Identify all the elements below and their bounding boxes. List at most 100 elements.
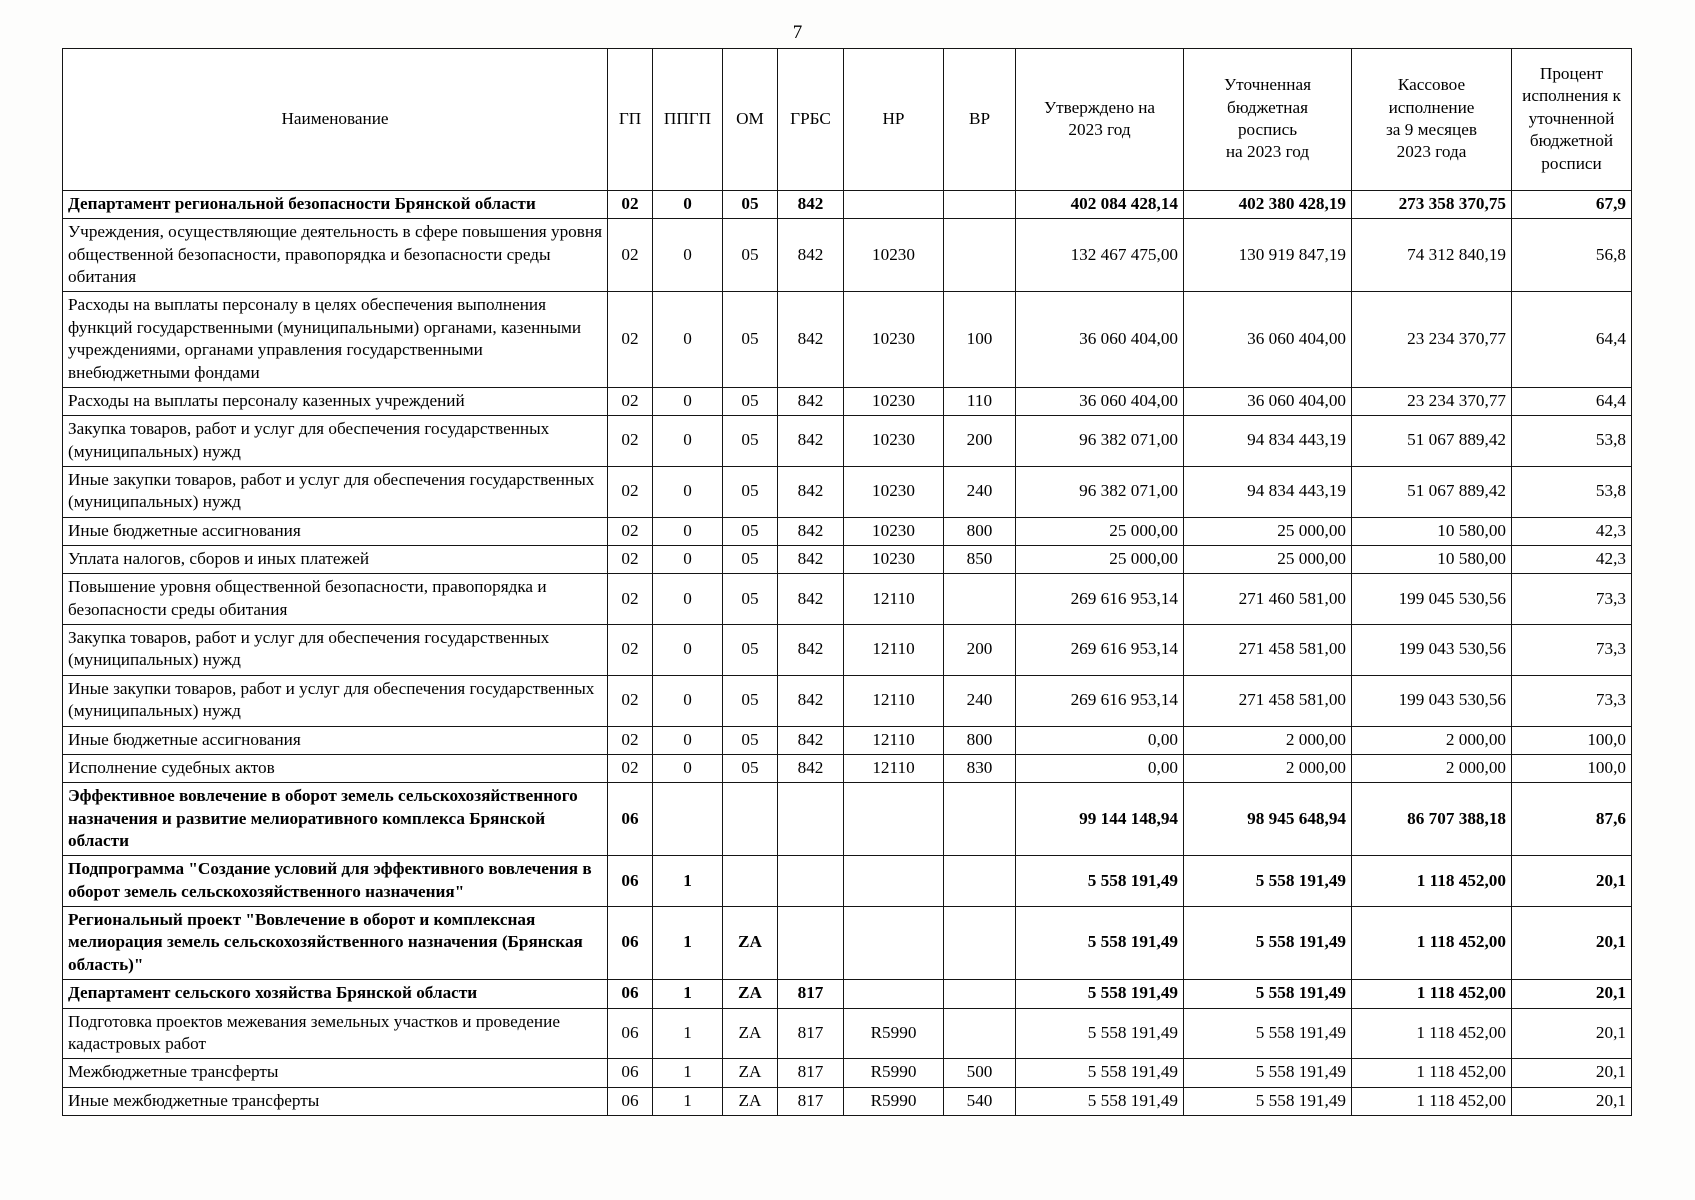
cell-ppgp: 0 [652, 624, 723, 676]
table-row: Эффективное вовлечение в оборот земель с… [62, 782, 1632, 857]
cell-approved: 402 084 428,14 [1015, 189, 1184, 220]
cell-name: Департамент сельского хозяйства Брянской… [62, 979, 608, 1009]
cell-nr: 10230 [843, 415, 944, 467]
cell-cash: 10 580,00 [1351, 516, 1512, 547]
cell-percent: 20,1 [1511, 906, 1632, 981]
cell-ppgp: 0 [652, 725, 723, 755]
cell-cash: 273 358 370,75 [1351, 189, 1512, 220]
cell-cash: 10 580,00 [1351, 545, 1512, 575]
cell-ppgp: 0 [652, 386, 723, 417]
header-row: Наименование ГП ППГП ОМ ГРБС НР ВР Утвер… [62, 48, 1632, 191]
cell-grbs: 817 [777, 979, 844, 1009]
cell-grbs: 842 [777, 189, 844, 220]
cell-grbs: 842 [777, 573, 844, 626]
cell-gp: 06 [607, 1058, 653, 1088]
cell-vr: 540 [943, 1086, 1016, 1116]
cell-ppgp: 1 [652, 906, 723, 981]
cell-approved: 0,00 [1015, 753, 1184, 784]
cell-percent: 100,0 [1511, 725, 1632, 755]
cell-om: 05 [722, 465, 778, 518]
cell-ppgp: 0 [652, 674, 723, 727]
cell-ppgp: 0 [652, 753, 723, 784]
cell-cash: 23 234 370,77 [1351, 386, 1512, 417]
cell-nr: 12110 [843, 725, 944, 755]
cell-nr: 10230 [843, 291, 944, 388]
cell-approved: 5 558 191,49 [1015, 855, 1184, 908]
cell-grbs: 842 [777, 545, 844, 575]
cell-approved: 5 558 191,49 [1015, 1058, 1184, 1088]
cell-gp: 02 [607, 725, 653, 755]
cell-refined: 5 558 191,49 [1183, 1007, 1352, 1060]
column-header-refined-budget: Уточненная бюджетная роспись на 2023 год [1183, 48, 1352, 191]
cell-refined: 94 834 443,19 [1183, 415, 1352, 467]
cell-om [722, 782, 778, 857]
cell-gp: 02 [607, 545, 653, 575]
cell-nr: R5990 [843, 1086, 944, 1116]
cell-ppgp [652, 782, 723, 857]
cell-refined: 402 380 428,19 [1183, 189, 1352, 220]
cell-cash: 51 067 889,42 [1351, 415, 1512, 467]
cell-nr [843, 782, 944, 857]
column-header-percent: Процент исполнения к уточненной бюджетной ро… [1511, 48, 1632, 191]
cell-nr: 12110 [843, 624, 944, 676]
table-row: Закупка товаров, работ и услуг для обесп… [62, 415, 1632, 467]
cell-refined: 2 000,00 [1183, 725, 1352, 755]
cell-grbs: 842 [777, 624, 844, 676]
cell-percent: 56,8 [1511, 218, 1632, 293]
cell-name: Департамент региональной безопасности Бр… [62, 189, 608, 220]
cell-refined: 271 458 581,00 [1183, 624, 1352, 676]
cell-cash: 74 312 840,19 [1351, 218, 1512, 293]
table-row: Иные межбюджетные трансферты 06 1 ZA 817 R599… [62, 1086, 1632, 1116]
cell-cash: 86 707 388,18 [1351, 782, 1512, 857]
cell-refined: 36 060 404,00 [1183, 291, 1352, 388]
cell-cash: 2 000,00 [1351, 753, 1512, 784]
cell-om: 05 [722, 415, 778, 467]
cell-gp: 06 [607, 1086, 653, 1116]
cell-om: ZA [722, 1058, 778, 1088]
cell-om: 05 [722, 386, 778, 417]
cell-ppgp: 0 [652, 465, 723, 518]
cell-grbs: 842 [777, 753, 844, 784]
cell-name: Межбюджетные трансферты [62, 1058, 608, 1088]
cell-cash: 199 043 530,56 [1351, 624, 1512, 676]
cell-approved: 269 616 953,14 [1015, 624, 1184, 676]
cell-approved: 25 000,00 [1015, 545, 1184, 575]
table-row: Расходы на выплаты персоналу в целях обе… [62, 291, 1632, 388]
cell-name: Подготовка проектов межевания земельных … [62, 1007, 608, 1060]
cell-vr: 110 [943, 386, 1016, 417]
cell-om: ZA [722, 1086, 778, 1116]
cell-gp: 06 [607, 855, 653, 908]
cell-cash: 2 000,00 [1351, 725, 1512, 755]
cell-cash: 51 067 889,42 [1351, 465, 1512, 518]
cell-percent: 42,3 [1511, 516, 1632, 547]
cell-nr [843, 906, 944, 981]
cell-vr [943, 1007, 1016, 1060]
cell-percent: 20,1 [1511, 1007, 1632, 1060]
cell-approved: 96 382 071,00 [1015, 415, 1184, 467]
cell-approved: 132 467 475,00 [1015, 218, 1184, 293]
cell-ppgp: 0 [652, 573, 723, 626]
cell-grbs: 842 [777, 465, 844, 518]
cell-percent: 20,1 [1511, 979, 1632, 1009]
cell-nr [843, 189, 944, 220]
cell-refined: 271 460 581,00 [1183, 573, 1352, 626]
cell-refined: 98 945 648,94 [1183, 782, 1352, 857]
cell-grbs: 842 [777, 516, 844, 547]
cell-vr: 800 [943, 725, 1016, 755]
cell-approved: 5 558 191,49 [1015, 1007, 1184, 1060]
budget-table-container: Наименование ГП ППГП ОМ ГРБС НР ВР Утвер… [62, 48, 1632, 1116]
cell-refined: 271 458 581,00 [1183, 674, 1352, 727]
cell-vr [943, 218, 1016, 293]
cell-gp: 06 [607, 979, 653, 1009]
cell-name: Закупка товаров, работ и услуг для обесп… [62, 624, 608, 676]
cell-nr: 10230 [843, 386, 944, 417]
cell-cash: 1 118 452,00 [1351, 855, 1512, 908]
cell-ppgp: 1 [652, 1007, 723, 1060]
cell-grbs: 817 [777, 1086, 844, 1116]
cell-ppgp: 0 [652, 189, 723, 220]
cell-refined: 5 558 191,49 [1183, 1086, 1352, 1116]
cell-gp: 02 [607, 573, 653, 626]
cell-vr [943, 855, 1016, 908]
cell-name: Иные бюджетные ассигнования [62, 516, 608, 547]
